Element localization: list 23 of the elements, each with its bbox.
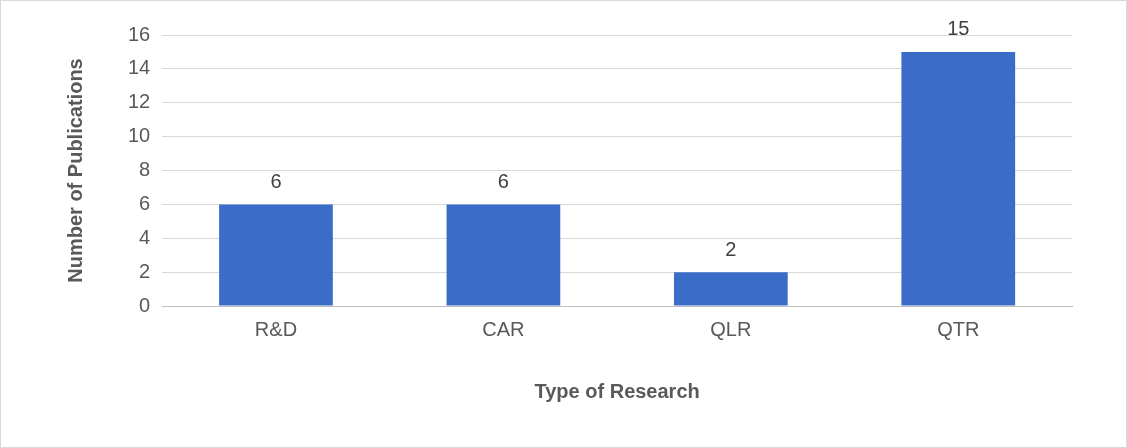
bar: [673, 272, 788, 306]
x-tick-label: R&D: [254, 317, 298, 340]
x-axis-title: Type of Research: [534, 379, 700, 402]
data-label: 6: [270, 169, 282, 192]
x-tick-label: QLR: [710, 317, 752, 340]
y-tick-label: 2: [139, 259, 151, 282]
data-label: 2: [725, 237, 737, 260]
y-tick-label: 4: [139, 225, 151, 248]
data-label: 15: [947, 17, 970, 40]
y-tick-label: 6: [139, 191, 151, 214]
x-tick-label: QTR: [937, 317, 980, 340]
bar: [446, 204, 561, 306]
data-label: 6: [497, 169, 509, 192]
bar: [901, 51, 1016, 306]
y-tick-label: 12: [128, 90, 151, 113]
y-axis-title: Number of Publications: [63, 58, 86, 283]
y-tick-label: 0: [139, 293, 151, 316]
y-tick-label: 8: [139, 158, 151, 181]
x-tick-label: CAR: [482, 317, 525, 340]
y-tick-label: 16: [128, 22, 151, 45]
y-tick-label: 10: [128, 124, 151, 147]
bar: [219, 204, 333, 306]
y-tick-label: 14: [128, 56, 151, 79]
